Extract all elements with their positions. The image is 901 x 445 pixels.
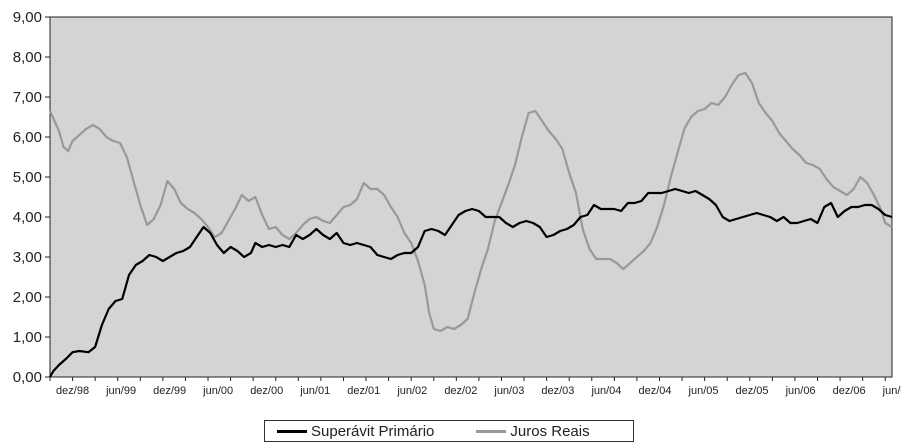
- line-chart: 0,00 1,00 2,00 3,00 4,00 5,00 6,00 7,00 8,00 9,00…: [13, 9, 901, 397]
- x-tick-label: jun/04: [590, 385, 621, 397]
- y-axis-ticks: 0,00 1,00 2,00 3,00 4,00 5,00 6,00 7,00 8,00 9,00: [13, 9, 50, 386]
- legend-item-superavit: Superávit Primário: [277, 423, 434, 440]
- y-tick-label: 0,00: [13, 369, 42, 386]
- y-tick-label: 7,00: [13, 89, 42, 106]
- y-tick-label: 4,00: [13, 209, 42, 226]
- y-tick-label: 2,00: [13, 289, 42, 306]
- y-tick-label: 6,00: [13, 129, 42, 146]
- legend-item-juros: Juros Reais: [476, 422, 590, 440]
- x-tick-label: dez/99: [153, 385, 186, 397]
- x-tick-label: dez/06: [833, 385, 866, 397]
- x-tick-label: jun/02: [396, 385, 427, 397]
- x-tick-label: dez/04: [638, 385, 671, 397]
- x-tick-label: dez/01: [347, 385, 380, 397]
- series-lines: [48, 71, 893, 378]
- legend-label-superavit: Superávit Primário: [311, 422, 435, 440]
- x-tick-label: dez/98: [56, 385, 89, 397]
- legend-label-juros: Juros Reais: [510, 422, 590, 440]
- y-tick-label: 3,00: [13, 249, 42, 266]
- x-tick-label: jun/01: [299, 385, 330, 397]
- series-line-juros-reais: [48, 71, 893, 333]
- y-tick-label: 8,00: [13, 49, 42, 66]
- x-tick-label: dez/02: [444, 385, 477, 397]
- x-tick-label: jun/07: [882, 385, 901, 397]
- x-tick-label: dez/00: [250, 385, 283, 397]
- y-tick-label: 5,00: [13, 169, 42, 186]
- x-tick-label: dez/05: [736, 385, 769, 397]
- x-tick-label: dez/03: [541, 385, 574, 397]
- y-tick-label: 1,00: [13, 329, 42, 346]
- x-tick-label: jun/99: [105, 385, 136, 397]
- legend: Superávit Primário Juros Reais: [264, 420, 634, 442]
- y-tick-label: 9,00: [13, 9, 42, 26]
- series-line-superavit-primario: [49, 187, 893, 378]
- x-tick-label: jun/00: [202, 385, 233, 397]
- x-axis-ticks: dez/98 jun/99 dez/99 jun/00 dez/00 jun/01 dez/…: [49, 377, 901, 397]
- legend-swatch-juros: [476, 429, 507, 433]
- legend-swatch-superavit: [277, 429, 307, 433]
- x-tick-label: jun/06: [785, 385, 816, 397]
- x-tick-label: jun/05: [688, 385, 719, 397]
- x-tick-label: jun/03: [493, 385, 524, 397]
- plot-area: [49, 16, 893, 378]
